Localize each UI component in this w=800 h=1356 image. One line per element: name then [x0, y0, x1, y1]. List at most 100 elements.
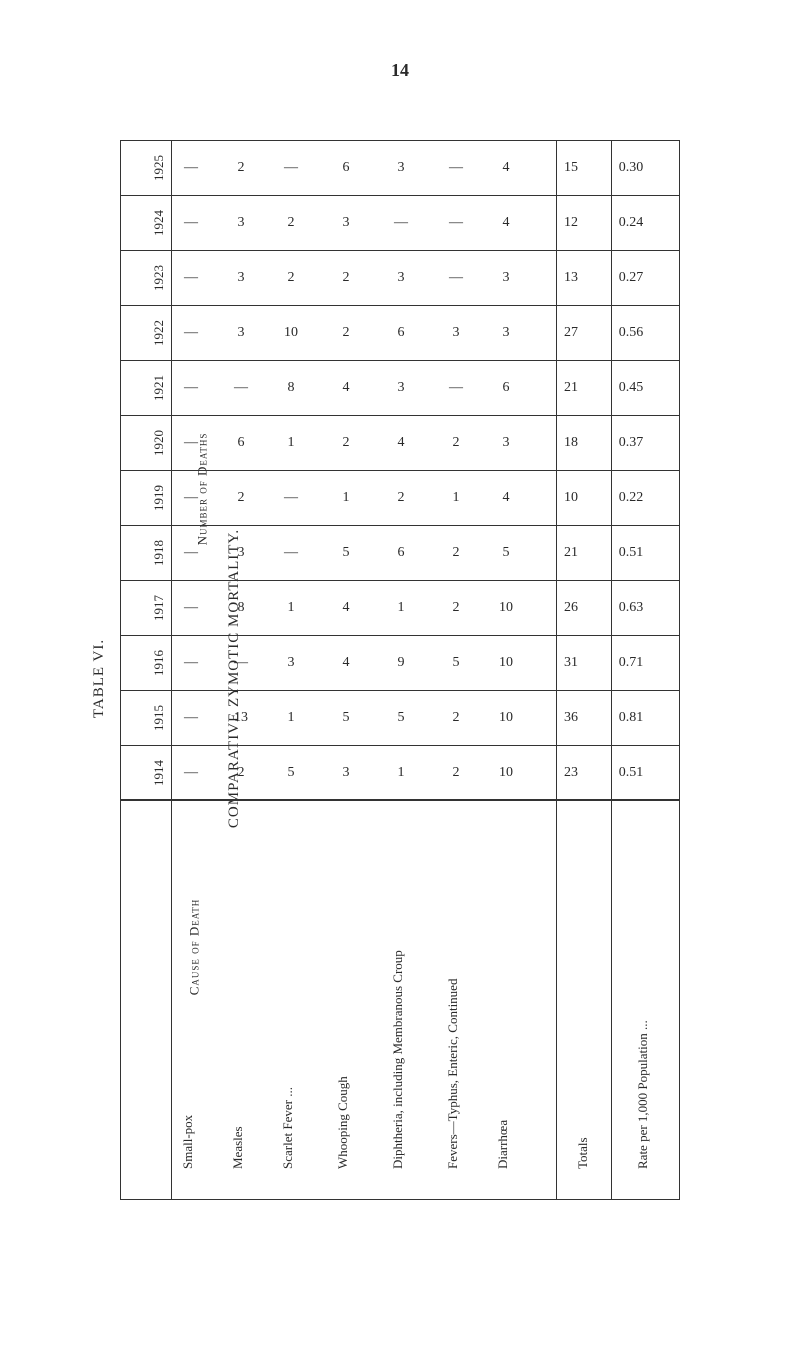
- year-label: 1925: [151, 155, 167, 181]
- data-cell: 2: [326, 270, 366, 286]
- totals-column-label: Totals: [575, 1137, 591, 1169]
- data-cell: 10: [486, 600, 526, 616]
- data-cell: —: [171, 765, 211, 781]
- data-cell: —: [171, 490, 211, 506]
- data-cell: —: [221, 655, 261, 671]
- data-cell: 3: [486, 270, 526, 286]
- total-cell: 26: [551, 600, 591, 616]
- cause-label: Measles: [230, 1126, 246, 1169]
- data-cell: 5: [381, 710, 421, 726]
- data-cell: 10: [486, 765, 526, 781]
- data-cell: 4: [486, 490, 526, 506]
- data-cell: 2: [221, 490, 261, 506]
- data-cell: 3: [221, 545, 261, 561]
- data-cell: 2: [271, 215, 311, 231]
- data-cell: —: [171, 435, 211, 451]
- page-number: 14: [391, 60, 409, 81]
- data-cell: —: [221, 380, 261, 396]
- data-cell: —: [171, 215, 211, 231]
- rate-column-label: Rate per 1,000 Population ...: [635, 1020, 651, 1169]
- data-cell: —: [171, 160, 211, 176]
- cause-label: Scarlet Fever ...: [280, 1087, 296, 1169]
- data-cell: 5: [326, 545, 366, 561]
- data-cell: 2: [436, 600, 476, 616]
- cause-label: Small-pox: [180, 1115, 196, 1169]
- table-title-vertical: TABLE VI.: [91, 639, 108, 718]
- year-row: 1921——843—6210.45: [121, 361, 679, 416]
- data-cell: 4: [486, 160, 526, 176]
- rate-divider: [611, 799, 612, 1199]
- data-cell: —: [171, 600, 211, 616]
- cause-label: Diarrhœa: [495, 1120, 511, 1169]
- data-cell: 6: [326, 160, 366, 176]
- data-cell: 3: [436, 325, 476, 341]
- year-label: 1922: [151, 320, 167, 346]
- data-cell: 2: [436, 545, 476, 561]
- mortality-table: Number of Deaths 1925—2—63—4150.301924—3…: [120, 140, 680, 1200]
- year-row: 1919—2—1214100.22: [121, 471, 679, 526]
- data-cell: 3: [221, 270, 261, 286]
- data-cell: 1: [436, 490, 476, 506]
- data-cell: 5: [436, 655, 476, 671]
- data-cell: 2: [436, 435, 476, 451]
- data-cell: 3: [381, 160, 421, 176]
- rate-cell: 0.56: [611, 325, 651, 341]
- data-cell: 1: [381, 600, 421, 616]
- data-cell: 4: [326, 380, 366, 396]
- year-label: 1920: [151, 430, 167, 456]
- year-row: 1915—13155210360.81: [121, 691, 679, 746]
- year-label: 1919: [151, 485, 167, 511]
- data-cell: 1: [271, 600, 311, 616]
- data-cell: 3: [221, 325, 261, 341]
- data-cell: 3: [326, 765, 366, 781]
- cause-label: Whooping Cough: [335, 1076, 351, 1169]
- rate-cell: 0.27: [611, 270, 651, 286]
- data-cell: —: [436, 215, 476, 231]
- total-cell: 13: [551, 270, 591, 286]
- total-cell: 31: [551, 655, 591, 671]
- data-cell: 2: [326, 325, 366, 341]
- data-cell: 3: [271, 655, 311, 671]
- total-cell: 18: [551, 435, 591, 451]
- data-cell: 3: [381, 270, 421, 286]
- data-cell: 2: [271, 270, 311, 286]
- rate-cell: 0.81: [611, 710, 651, 726]
- data-cell: 4: [486, 215, 526, 231]
- data-cell: 8: [221, 600, 261, 616]
- rate-cell: 0.63: [611, 600, 651, 616]
- year-row: 1923—3223—3130.27: [121, 251, 679, 306]
- year-label: 1916: [151, 650, 167, 676]
- data-cell: —: [171, 545, 211, 561]
- data-cell: 2: [221, 160, 261, 176]
- data-cell: 4: [381, 435, 421, 451]
- data-cell: 9: [381, 655, 421, 671]
- rate-cell: 0.30: [611, 160, 651, 176]
- year-row: 1917—8141210260.63: [121, 581, 679, 636]
- data-cell: 3: [326, 215, 366, 231]
- rate-cell: 0.51: [611, 765, 651, 781]
- data-cell: 4: [326, 600, 366, 616]
- totals-divider: [556, 799, 557, 1199]
- cause-label: Fevers—Typhus, Enteric, Continued: [445, 979, 461, 1169]
- data-cell: 3: [381, 380, 421, 396]
- data-cell: 3: [486, 325, 526, 341]
- total-cell: 27: [551, 325, 591, 341]
- year-row: 1916——349510310.71: [121, 636, 679, 691]
- total-cell: 10: [551, 490, 591, 506]
- data-cell: 1: [271, 710, 311, 726]
- data-cell: 10: [486, 710, 526, 726]
- data-cell: —: [171, 655, 211, 671]
- rate-cell: 0.71: [611, 655, 651, 671]
- data-cell: 5: [486, 545, 526, 561]
- data-cell: 6: [381, 545, 421, 561]
- data-cell: 4: [326, 655, 366, 671]
- data-cell: 2: [436, 710, 476, 726]
- data-cell: —: [171, 710, 211, 726]
- year-row: 1922—3102633270.56: [121, 306, 679, 361]
- rate-cell: 0.24: [611, 215, 651, 231]
- year-label: 1917: [151, 595, 167, 621]
- data-cell: —: [436, 160, 476, 176]
- year-label: 1915: [151, 705, 167, 731]
- total-cell: 23: [551, 765, 591, 781]
- data-cell: 1: [271, 435, 311, 451]
